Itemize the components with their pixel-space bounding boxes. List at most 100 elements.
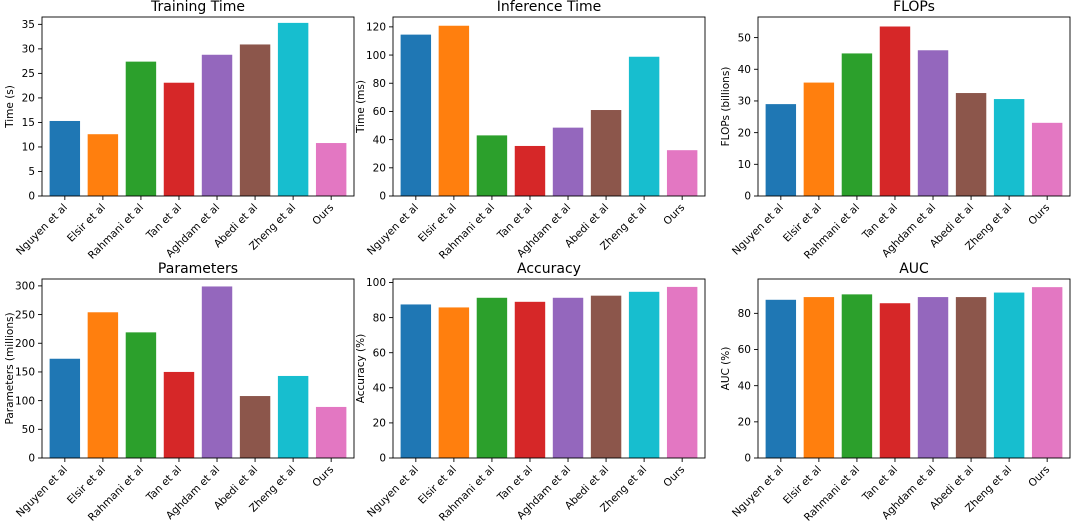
plot-frame	[392, 16, 706, 197]
bar-3	[879, 303, 911, 458]
y-tick-label: 50	[738, 32, 751, 44]
y-tick-label: 100	[15, 395, 35, 407]
bar-4	[917, 50, 949, 196]
y-tick-label: 300	[15, 281, 35, 293]
y-tick-label: 80	[738, 308, 751, 320]
x-tick-label: Nguyen et al	[365, 202, 421, 258]
bar-2	[841, 294, 873, 458]
bar-0	[49, 358, 81, 458]
y-tick-label: 30	[738, 96, 751, 108]
x-tick-label: Ours	[661, 202, 687, 228]
plot-frame	[392, 278, 706, 459]
bar-6	[993, 99, 1025, 196]
y-axis-label: Time (ms)	[355, 80, 367, 134]
x-tick-label: Ours	[310, 202, 336, 228]
bar-7	[315, 143, 347, 196]
bar-0	[765, 299, 797, 458]
y-tick-label: 40	[373, 134, 386, 146]
bar-0	[400, 304, 432, 458]
bar-7	[666, 150, 698, 196]
y-tick-label: 120	[366, 22, 386, 34]
y-tick-label: 0	[28, 191, 35, 203]
bar-1	[87, 312, 119, 458]
y-tick-label: 0	[28, 453, 35, 465]
bar-5	[590, 295, 622, 458]
y-tick-label: 150	[15, 367, 35, 379]
x-tick-label: Ours	[1026, 464, 1052, 490]
x-tick-label: Nguyen et al	[730, 202, 786, 258]
bar-6	[277, 22, 309, 196]
y-tick-label: 60	[373, 106, 386, 118]
bar-3	[879, 26, 911, 196]
bar-7	[315, 406, 347, 458]
bar-5	[239, 396, 271, 458]
y-tick-label: 100	[366, 50, 386, 62]
bar-5	[955, 93, 987, 196]
bar-0	[49, 120, 81, 196]
bar-2	[841, 53, 873, 197]
chart-title: Parameters	[158, 261, 238, 277]
y-tick-label: 40	[373, 383, 386, 395]
y-tick-label: 20	[22, 93, 35, 105]
y-tick-label: 80	[373, 78, 386, 90]
y-tick-label: 20	[373, 163, 386, 175]
y-tick-label: 10	[738, 159, 751, 171]
bar-6	[993, 292, 1025, 458]
y-tick-label: 0	[744, 453, 751, 465]
y-tick-label: 40	[738, 380, 751, 392]
bar-3	[514, 145, 546, 196]
chart-title: Training Time	[150, 0, 245, 15]
y-tick-label: 50	[22, 424, 35, 436]
y-tick-label: 25	[22, 68, 35, 80]
y-tick-label: 0	[379, 453, 386, 465]
bar-2	[476, 135, 508, 196]
bar-4	[917, 297, 949, 458]
y-tick-label: 20	[738, 127, 751, 139]
bar-3	[163, 82, 195, 196]
plot-frame	[757, 16, 1071, 197]
bar-1	[87, 134, 119, 196]
bar-7	[1031, 287, 1063, 458]
y-axis-label: Accuracy (%)	[355, 334, 367, 403]
y-tick-label: 20	[738, 417, 751, 429]
bar-4	[201, 54, 233, 197]
y-tick-label: 10	[22, 142, 35, 154]
y-tick-label: 0	[744, 191, 751, 203]
bar-3	[514, 301, 546, 458]
bar-7	[1031, 122, 1063, 196]
y-tick-label: 0	[379, 191, 386, 203]
y-tick-label: 60	[373, 347, 386, 359]
plot-frame	[41, 16, 355, 197]
y-tick-label: 30	[22, 44, 35, 56]
bar-7	[666, 286, 698, 458]
plot-frame	[757, 278, 1071, 459]
y-tick-label: 40	[738, 64, 751, 76]
bar-4	[201, 286, 233, 458]
x-tick-label: Nguyen et al	[14, 202, 70, 258]
bar-5	[239, 44, 271, 197]
y-axis-label: AUC (%)	[720, 347, 732, 391]
bar-2	[476, 297, 508, 458]
y-tick-label: 60	[738, 344, 751, 356]
chart-title: FLOPs	[893, 0, 935, 15]
bar-5	[590, 110, 622, 196]
y-tick-label: 100	[366, 277, 386, 289]
bar-4	[552, 297, 584, 458]
plot-frame	[41, 278, 355, 459]
x-tick-label: Nguyen et al	[14, 464, 70, 520]
x-tick-label: Nguyen et al	[730, 464, 786, 520]
x-tick-label: Ours	[310, 464, 336, 490]
bar-2	[125, 332, 157, 458]
y-axis-label: FLOPs (billions)	[720, 67, 732, 147]
y-tick-label: 20	[373, 418, 386, 430]
x-tick-label: Nguyen et al	[365, 464, 421, 520]
bar-0	[400, 34, 432, 197]
y-tick-label: 35	[22, 19, 35, 31]
